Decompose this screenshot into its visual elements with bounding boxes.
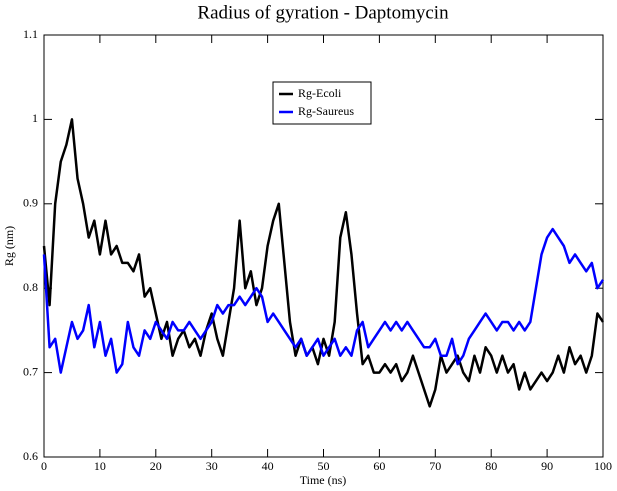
data-line <box>42 227 605 374</box>
chart-title: Radius of gyration - Daptomycin <box>197 2 449 23</box>
x-tick-label: 50 <box>318 459 330 473</box>
x-tick-label: 100 <box>594 459 612 473</box>
y-tick-label: 1 <box>32 111 38 125</box>
x-tick-label: 10 <box>94 459 106 473</box>
x-tick-label: 90 <box>541 459 553 473</box>
y-tick-label: 0.7 <box>23 364 38 378</box>
legend-label: Rg-Ecoli <box>298 86 342 100</box>
legend-box <box>272 81 372 125</box>
x-tick-label: 80 <box>485 459 497 473</box>
y-tick-label: 0.6 <box>23 449 38 463</box>
x-tick-label: 60 <box>373 459 385 473</box>
x-tick-label: 70 <box>429 459 441 473</box>
y-tick-label: 1.1 <box>23 27 38 41</box>
legend-label: Rg-Saureus <box>298 104 354 118</box>
data-line <box>42 118 605 408</box>
x-tick-label: 40 <box>262 459 274 473</box>
y-tick-label: 0.9 <box>23 196 38 210</box>
x-tick-label: 20 <box>150 459 162 473</box>
x-tick-label: 30 <box>206 459 218 473</box>
y-axis-label: Rg (nm) <box>2 226 16 266</box>
x-axis-label: Time (ns) <box>300 473 347 487</box>
y-tick-label: 0.8 <box>23 280 38 294</box>
x-tick-label: 0 <box>41 459 47 473</box>
